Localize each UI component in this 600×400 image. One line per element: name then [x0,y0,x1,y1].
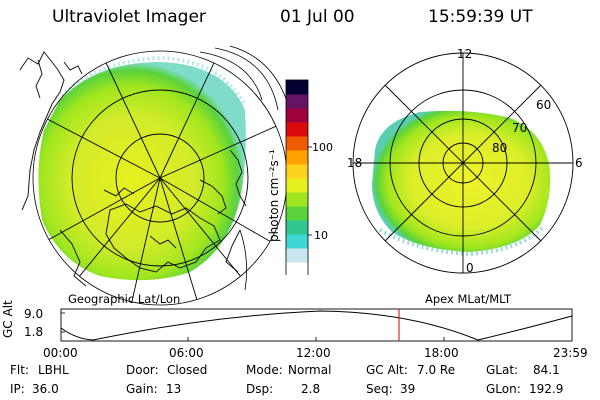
colorbar-tick-100: 100 [312,141,333,154]
dsp-value: 2.8 [301,382,321,396]
gc-alt-key: GC Alt: [366,363,408,377]
glon-value: 192.9 [529,382,564,396]
mlt-label-12: 12 [457,47,473,61]
apex-grid [352,52,574,274]
instrument-title: Ultraviolet Imager [52,7,206,27]
altitude-ylabel: GC Alt [1,300,15,338]
colorbar-segment [286,164,308,179]
colorbar-segment [286,108,308,123]
door-key: Door: [126,363,159,377]
colorbar-segment [286,220,308,235]
date-label: 01 Jul 00 [280,7,355,27]
ip-value: 36.0 [32,382,59,396]
colorbar-segment [286,262,308,275]
mlat-label-70: 70 [512,121,528,135]
colorbar-segment [286,136,308,151]
colorbar-segment [286,80,308,95]
seq-key: Seq: [366,382,393,396]
gain-key: Gain: [126,382,158,396]
altitude-xtick-0000: 00:00 [43,346,78,360]
mlat-label-60: 60 [536,98,552,112]
colorbar-segment [286,94,308,109]
colorbar-segment [286,234,308,249]
colorbar-segment [286,206,308,221]
altitude-ytick-high: 9.0 [24,307,44,321]
colorbar-tick-10: 10 [314,229,328,242]
altitude-xtick-0600: 06:00 [169,346,204,360]
geo-coastlines [19,51,247,287]
colorbar-segment [286,192,308,207]
apex-emission-region [372,110,551,257]
ip-key: IP: [10,382,25,396]
filter-value: LBHL [38,363,69,377]
filter-key: Flt: [10,363,29,377]
altitude-xtick-1800: 18:00 [424,346,459,360]
glat-value: 84.1 [533,363,560,377]
time-label: 15:59:39 UT [428,7,533,27]
altitude-ticks [61,312,445,341]
mlt-label-18: 18 [347,156,363,170]
altitude-plot [60,308,573,342]
mlat-label-80: 80 [492,141,508,155]
mlt-label-0: 0 [466,261,474,275]
altitude-curve [60,310,573,341]
colorbar-segment [286,248,308,263]
altitude-plot-frame [60,308,573,342]
colorbar-segments [286,80,308,275]
gain-value: 13 [166,382,182,396]
dsp-key: Dsp: [246,382,274,396]
mode-value: Normal [288,363,332,377]
seq-value: 39 [400,382,416,396]
apex-panel-caption: Apex MLat/MLT [425,292,512,306]
mode-key: Mode: [246,363,283,377]
glon-key: GLon: [486,382,521,396]
altitude-xtick-2359: 23:59 [553,346,588,360]
colorbar-segment [286,122,308,137]
mlt-label-6: 6 [575,156,583,170]
geo-emission-region [38,55,246,281]
door-value: Closed [167,363,208,377]
colorbar-segment [286,150,308,165]
colorbar [285,79,312,275]
altitude-xtick-1200: 12:00 [296,346,331,360]
geo-panel-caption: Geographic Lat/Lon [68,292,181,306]
glat-key: GLat: [486,363,519,377]
colorbar-segment [286,178,308,193]
gc-alt-value: 7.0 Re [417,363,456,377]
altitude-ytick-low: 1.8 [24,325,44,339]
